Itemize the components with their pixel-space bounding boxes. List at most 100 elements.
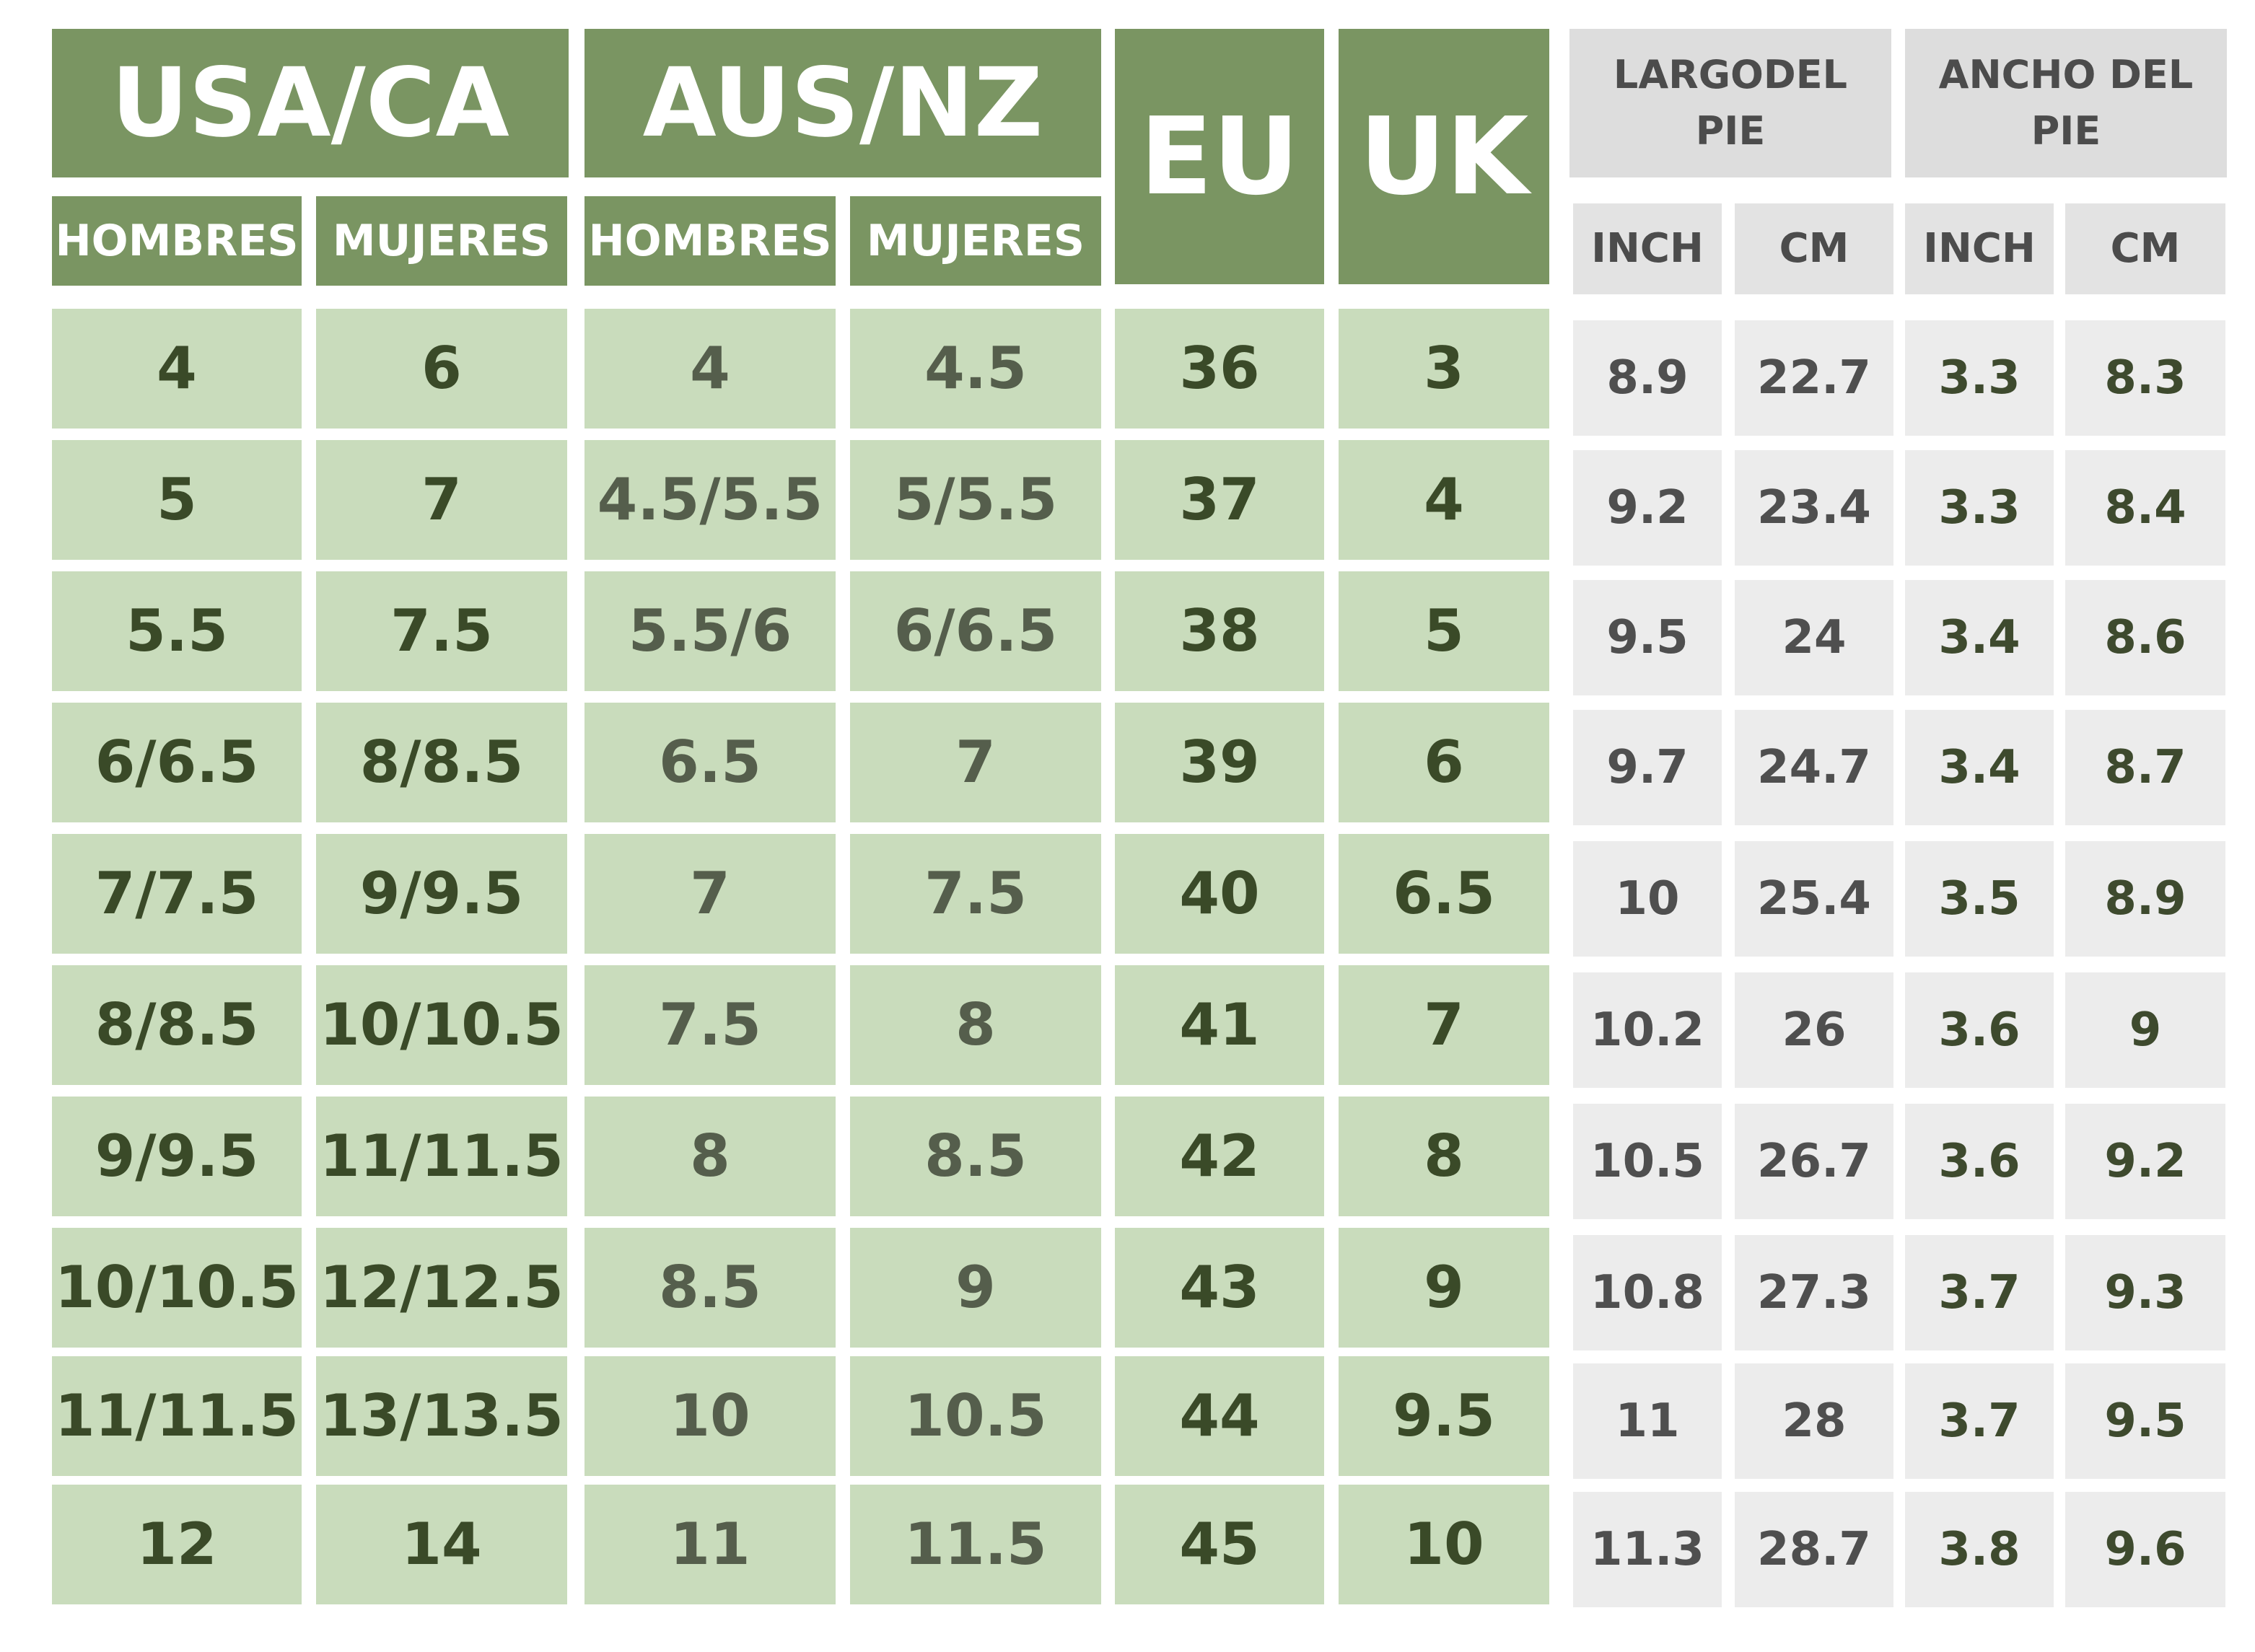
cell-uk: 9 — [1339, 1228, 1549, 1348]
cell-aus-women: 6/6.5 — [850, 571, 1101, 691]
cell-width-inch: 3.5 — [1905, 841, 2054, 957]
cell-aus-women: 10.5 — [850, 1356, 1101, 1476]
cell-aus-women: 7 — [850, 703, 1101, 822]
cell-width-cm: 9.2 — [2065, 1104, 2225, 1219]
cell-eu: 40 — [1115, 834, 1324, 954]
cell-width-cm: 8.3 — [2065, 320, 2225, 436]
header-aus-nz: AUS/NZ — [584, 29, 1101, 177]
header-usa-ca: USA/CA — [52, 29, 569, 177]
cell-width-cm: 8.6 — [2065, 580, 2225, 695]
cell-uk: 5 — [1339, 571, 1549, 691]
cell-width-cm: 9.3 — [2065, 1235, 2225, 1350]
cell-usa-women: 13/13.5 — [316, 1356, 567, 1476]
cell-aus-men: 7.5 — [584, 965, 836, 1085]
cell-length-cm: 28.7 — [1735, 1492, 1893, 1607]
header-width-inch: INCH — [1905, 203, 2054, 294]
cell-aus-women: 8.5 — [850, 1097, 1101, 1216]
cell-aus-women: 7.5 — [850, 834, 1101, 954]
cell-uk: 9.5 — [1339, 1356, 1549, 1476]
cell-usa-women: 9/9.5 — [316, 834, 567, 954]
cell-uk: 8 — [1339, 1097, 1549, 1216]
cell-eu: 42 — [1115, 1097, 1324, 1216]
cell-length-inch: 11.3 — [1573, 1492, 1722, 1607]
cell-aus-men: 4 — [584, 309, 836, 429]
cell-width-inch: 3.4 — [1905, 710, 2054, 825]
cell-usa-men: 12 — [52, 1485, 302, 1604]
cell-width-inch: 3.6 — [1905, 1104, 2054, 1219]
cell-usa-men: 8/8.5 — [52, 965, 302, 1085]
cell-usa-women: 10/10.5 — [316, 965, 567, 1085]
cell-length-cm: 23.4 — [1735, 450, 1893, 566]
cell-usa-women: 7.5 — [316, 571, 567, 691]
cell-length-cm: 26 — [1735, 972, 1893, 1088]
cell-aus-women: 11.5 — [850, 1485, 1101, 1604]
cell-aus-women: 9 — [850, 1228, 1101, 1348]
cell-width-cm: 8.7 — [2065, 710, 2225, 825]
header-foot-width: ANCHO DEL PIE — [1905, 29, 2227, 177]
header-usa-women: MUJERES — [316, 196, 567, 286]
cell-width-inch: 3.3 — [1905, 450, 2054, 566]
cell-length-cm: 25.4 — [1735, 841, 1893, 957]
cell-length-inch: 10 — [1573, 841, 1722, 957]
cell-uk: 6.5 — [1339, 834, 1549, 954]
cell-usa-men: 11/11.5 — [52, 1356, 302, 1476]
cell-uk: 7 — [1339, 965, 1549, 1085]
header-aus-men: HOMBRES — [584, 196, 836, 286]
cell-uk: 10 — [1339, 1485, 1549, 1604]
cell-eu: 43 — [1115, 1228, 1324, 1348]
cell-width-cm: 9.5 — [2065, 1363, 2225, 1479]
cell-aus-men: 10 — [584, 1356, 836, 1476]
cell-usa-women: 11/11.5 — [316, 1097, 567, 1216]
cell-uk: 3 — [1339, 309, 1549, 429]
cell-length-inch: 9.2 — [1573, 450, 1722, 566]
cell-eu: 41 — [1115, 965, 1324, 1085]
cell-aus-men: 11 — [584, 1485, 836, 1604]
cell-usa-women: 14 — [316, 1485, 567, 1604]
cell-length-cm: 24.7 — [1735, 710, 1893, 825]
cell-usa-men: 6/6.5 — [52, 703, 302, 822]
cell-uk: 4 — [1339, 440, 1549, 560]
cell-uk: 6 — [1339, 703, 1549, 822]
cell-length-cm: 28 — [1735, 1363, 1893, 1479]
cell-width-cm: 8.4 — [2065, 450, 2225, 566]
cell-aus-women: 8 — [850, 965, 1101, 1085]
cell-usa-men: 5.5 — [52, 571, 302, 691]
cell-width-inch: 3.7 — [1905, 1363, 2054, 1479]
cell-length-inch: 8.9 — [1573, 320, 1722, 436]
cell-length-cm: 24 — [1735, 580, 1893, 695]
cell-width-cm: 9.6 — [2065, 1492, 2225, 1607]
cell-usa-men: 7/7.5 — [52, 834, 302, 954]
cell-length-cm: 26.7 — [1735, 1104, 1893, 1219]
cell-width-inch: 3.8 — [1905, 1492, 2054, 1607]
cell-aus-men: 7 — [584, 834, 836, 954]
cell-eu: 38 — [1115, 571, 1324, 691]
cell-usa-men: 10/10.5 — [52, 1228, 302, 1348]
cell-width-inch: 3.3 — [1905, 320, 2054, 436]
cell-length-inch: 10.2 — [1573, 972, 1722, 1088]
cell-length-inch: 10.8 — [1573, 1235, 1722, 1350]
cell-width-inch: 3.6 — [1905, 972, 2054, 1088]
cell-usa-men: 5 — [52, 440, 302, 560]
cell-eu: 37 — [1115, 440, 1324, 560]
cell-eu: 36 — [1115, 309, 1324, 429]
cell-usa-men: 9/9.5 — [52, 1097, 302, 1216]
cell-aus-men: 6.5 — [584, 703, 836, 822]
cell-aus-men: 8 — [584, 1097, 836, 1216]
cell-usa-women: 12/12.5 — [316, 1228, 567, 1348]
header-aus-women: MUJERES — [850, 196, 1101, 286]
cell-eu: 44 — [1115, 1356, 1324, 1476]
cell-width-inch: 3.7 — [1905, 1235, 2054, 1350]
header-foot-length: LARGODEL PIE — [1569, 29, 1891, 177]
header-uk: UK — [1339, 29, 1549, 284]
cell-aus-men: 4.5/5.5 — [584, 440, 836, 560]
cell-length-cm: 22.7 — [1735, 320, 1893, 436]
cell-length-inch: 9.7 — [1573, 710, 1722, 825]
header-length-cm: CM — [1735, 203, 1893, 294]
cell-usa-women: 6 — [316, 309, 567, 429]
header-length-inch: INCH — [1573, 203, 1722, 294]
header-width-cm: CM — [2065, 203, 2225, 294]
cell-usa-women: 8/8.5 — [316, 703, 567, 822]
cell-usa-men: 4 — [52, 309, 302, 429]
cell-length-cm: 27.3 — [1735, 1235, 1893, 1350]
header-eu: EU — [1115, 29, 1324, 284]
